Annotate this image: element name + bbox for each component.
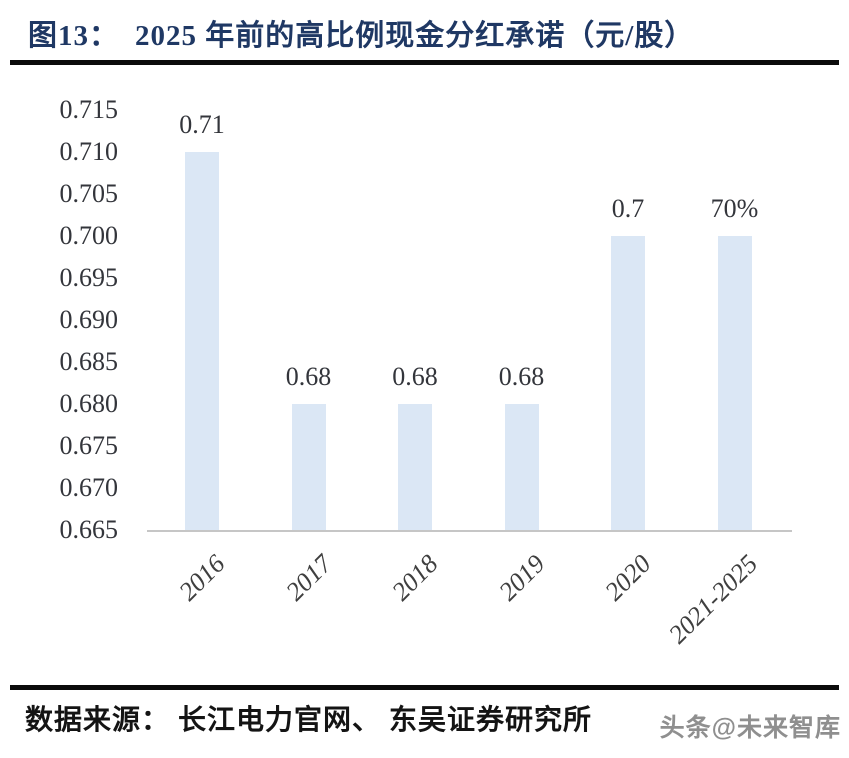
bar-value-label: 0.7 xyxy=(611,194,645,223)
y-tick-label: 0.705 xyxy=(59,179,119,208)
figure-title-text: 2025 年前的高比例现金分红承诺（元/股） xyxy=(135,20,695,52)
y-tick-label: 0.690 xyxy=(59,305,119,334)
y-tick-label: 0.715 xyxy=(59,95,119,124)
bar-2016 xyxy=(185,152,219,530)
y-tick-label: 0.700 xyxy=(59,221,119,250)
bar-2021-2025 xyxy=(717,236,752,530)
bar-chart: 0.715 0.710 0.705 0.700 0.695 0.690 0.685 0.680… xyxy=(0,66,849,666)
bar-2019 xyxy=(504,404,539,530)
bar-2020 xyxy=(611,236,645,530)
data-source: 数据来源： 长江电力官网、 东吴证券研究所 xyxy=(25,705,593,736)
x-tick-label-2020: 2020 xyxy=(599,549,657,607)
y-tick-label: 0.665 xyxy=(59,515,119,544)
y-tick-label: 0.685 xyxy=(59,347,119,376)
x-axis-line xyxy=(147,530,792,532)
figure-number-label: 图13： xyxy=(28,20,120,52)
x-tick-label-2016: 2016 xyxy=(173,549,231,607)
bar-value-label: 0.71 xyxy=(179,110,225,139)
x-tick-label-2021-2025: 2021-2025 xyxy=(662,549,764,650)
bar-value-label: 0.68 xyxy=(285,362,332,391)
y-tick-label: 0.680 xyxy=(59,389,119,418)
y-tick-label: 0.670 xyxy=(59,473,119,502)
top-divider xyxy=(10,60,839,65)
y-tick-label: 0.695 xyxy=(59,263,119,292)
bottom-divider xyxy=(10,685,839,690)
y-tick-label: 0.710 xyxy=(59,137,119,166)
figure-title: 图13： 2025 年前的高比例现金分红承诺（元/股） xyxy=(28,12,694,54)
bar-2018 xyxy=(398,404,432,530)
x-tick-label-2017: 2017 xyxy=(279,549,338,607)
watermark: 头条@未来智库 xyxy=(659,714,841,742)
x-tick-label-2019: 2019 xyxy=(492,549,551,607)
bar-value-label: 0.68 xyxy=(498,362,545,391)
y-tick-label: 0.675 xyxy=(59,431,119,460)
x-tick-label-2018: 2018 xyxy=(386,549,444,607)
bar-value-label: 0.68 xyxy=(392,362,438,391)
bar-2017 xyxy=(291,404,326,530)
bar-value-label: 70% xyxy=(710,194,759,223)
